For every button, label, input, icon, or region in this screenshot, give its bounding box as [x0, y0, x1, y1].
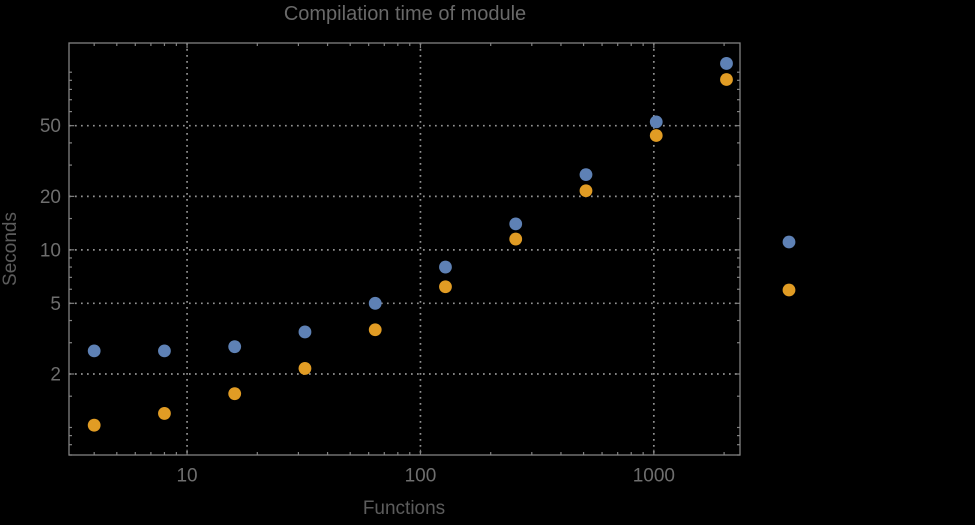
data-point-series-2: [228, 387, 242, 401]
data-point-series-2: [720, 73, 733, 86]
chart-title: Compilation time of module: [283, 3, 527, 25]
legend-marker-1: [782, 235, 796, 249]
x-tick-label: 10: [176, 466, 197, 487]
data-point-series-1: [87, 344, 101, 358]
y-tick-label: 20: [40, 187, 61, 208]
x-tick-label: 1000: [633, 466, 675, 487]
y-tick-label: 2: [50, 365, 61, 386]
y-axis-label: Seconds: [0, 212, 21, 286]
data-point-series-2: [368, 323, 382, 337]
x-axis-label: Functions: [362, 498, 446, 519]
x-tick-label: 100: [405, 466, 437, 487]
data-point-series-1: [579, 168, 593, 182]
data-point-series-2: [439, 280, 452, 294]
data-point-series-1: [509, 217, 523, 231]
y-tick-label: 5: [50, 294, 61, 315]
data-point-series-2: [579, 184, 593, 198]
data-point-series-1: [439, 260, 452, 274]
data-point-series-2: [87, 418, 101, 432]
y-tick-label: 10: [40, 240, 61, 261]
data-point-series-1: [298, 325, 312, 339]
data-point-series-2: [298, 362, 312, 375]
data-point-series-1: [158, 344, 171, 358]
data-point-series-1: [368, 296, 382, 310]
data-point-series-1: [228, 340, 242, 354]
data-point-series-1: [649, 115, 663, 129]
data-point-series-2: [649, 129, 663, 142]
legend-marker-2: [782, 283, 796, 297]
y-tick-label: 50: [40, 116, 61, 137]
data-point-series-2: [158, 407, 171, 420]
data-point-series-2: [509, 232, 523, 246]
plot-frame: [68, 42, 741, 456]
data-point-series-1: [720, 57, 733, 70]
